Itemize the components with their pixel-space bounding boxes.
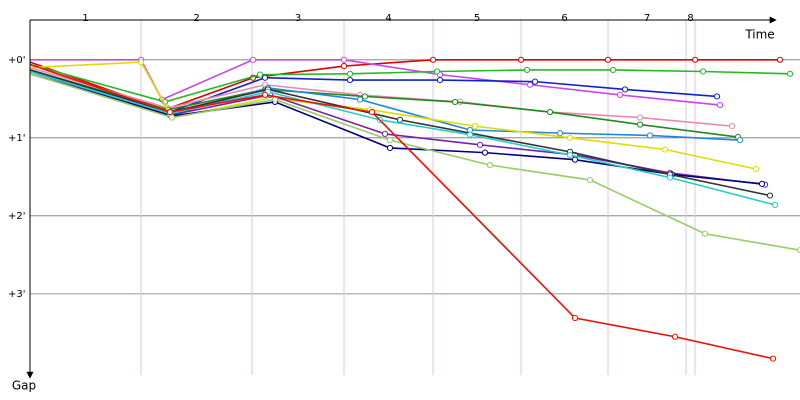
point xyxy=(636,121,644,128)
point xyxy=(776,56,784,63)
point xyxy=(476,141,484,148)
series-line xyxy=(29,61,757,170)
lap-label: 2 xyxy=(193,13,199,24)
point xyxy=(168,114,176,121)
y-tick-label: +2' xyxy=(8,211,26,222)
point xyxy=(346,76,354,84)
point xyxy=(699,68,707,75)
lap-label: 4 xyxy=(385,13,391,24)
lap-label: 3 xyxy=(295,13,301,24)
lap-label: 5 xyxy=(474,13,480,24)
point xyxy=(796,247,800,254)
point xyxy=(368,108,376,116)
series-group xyxy=(29,56,800,362)
point xyxy=(261,74,269,81)
point xyxy=(381,130,389,138)
point xyxy=(523,66,531,74)
point xyxy=(556,130,564,137)
series-line xyxy=(29,70,776,206)
point xyxy=(566,151,574,159)
point xyxy=(771,201,779,209)
point xyxy=(604,56,612,63)
y-axis-label: Gap xyxy=(12,379,36,393)
point xyxy=(256,71,264,78)
point xyxy=(661,146,669,153)
point xyxy=(517,56,525,63)
point xyxy=(691,56,699,63)
point xyxy=(546,108,554,116)
point xyxy=(752,165,760,173)
point xyxy=(713,93,721,100)
point xyxy=(481,149,489,156)
point xyxy=(621,86,629,93)
point xyxy=(609,66,617,74)
point xyxy=(716,101,724,109)
point xyxy=(646,132,654,139)
lap-label: 7 xyxy=(644,13,650,24)
point xyxy=(386,137,394,144)
point xyxy=(466,131,474,138)
y-tick-label: +3' xyxy=(8,289,26,300)
lap-label: 1 xyxy=(82,13,88,24)
point xyxy=(386,144,394,152)
point xyxy=(571,314,579,322)
point xyxy=(340,56,348,63)
point xyxy=(436,76,444,84)
point xyxy=(526,81,534,88)
point xyxy=(486,162,494,169)
point xyxy=(769,355,777,362)
series-line xyxy=(29,69,739,138)
point xyxy=(340,62,348,70)
point xyxy=(586,176,594,184)
point xyxy=(766,192,774,199)
point xyxy=(137,59,145,66)
point xyxy=(671,333,679,340)
point xyxy=(728,123,736,130)
point xyxy=(271,96,279,103)
point xyxy=(571,156,579,163)
point xyxy=(346,70,354,77)
point xyxy=(566,134,574,141)
point xyxy=(666,174,674,181)
point xyxy=(636,114,644,121)
point xyxy=(451,98,459,106)
point xyxy=(261,91,269,99)
point xyxy=(531,78,539,85)
grid xyxy=(30,20,800,375)
point xyxy=(786,70,794,77)
point xyxy=(758,180,766,187)
y-tick-label: +0' xyxy=(8,55,26,66)
point xyxy=(736,137,744,144)
point xyxy=(471,123,479,130)
point xyxy=(701,230,709,237)
series-line xyxy=(29,70,766,186)
lap-label: 8 xyxy=(687,13,693,24)
point xyxy=(361,93,369,100)
point xyxy=(429,56,437,63)
point xyxy=(249,56,257,63)
point xyxy=(616,91,624,99)
series-line xyxy=(29,73,800,251)
point xyxy=(433,68,441,75)
point xyxy=(166,108,174,116)
point xyxy=(396,116,404,123)
series-line xyxy=(29,73,763,185)
x-axis-label: Time xyxy=(744,28,774,42)
point xyxy=(356,96,364,103)
y-tick-label: +1' xyxy=(8,133,26,144)
lap-label: 6 xyxy=(561,13,567,24)
